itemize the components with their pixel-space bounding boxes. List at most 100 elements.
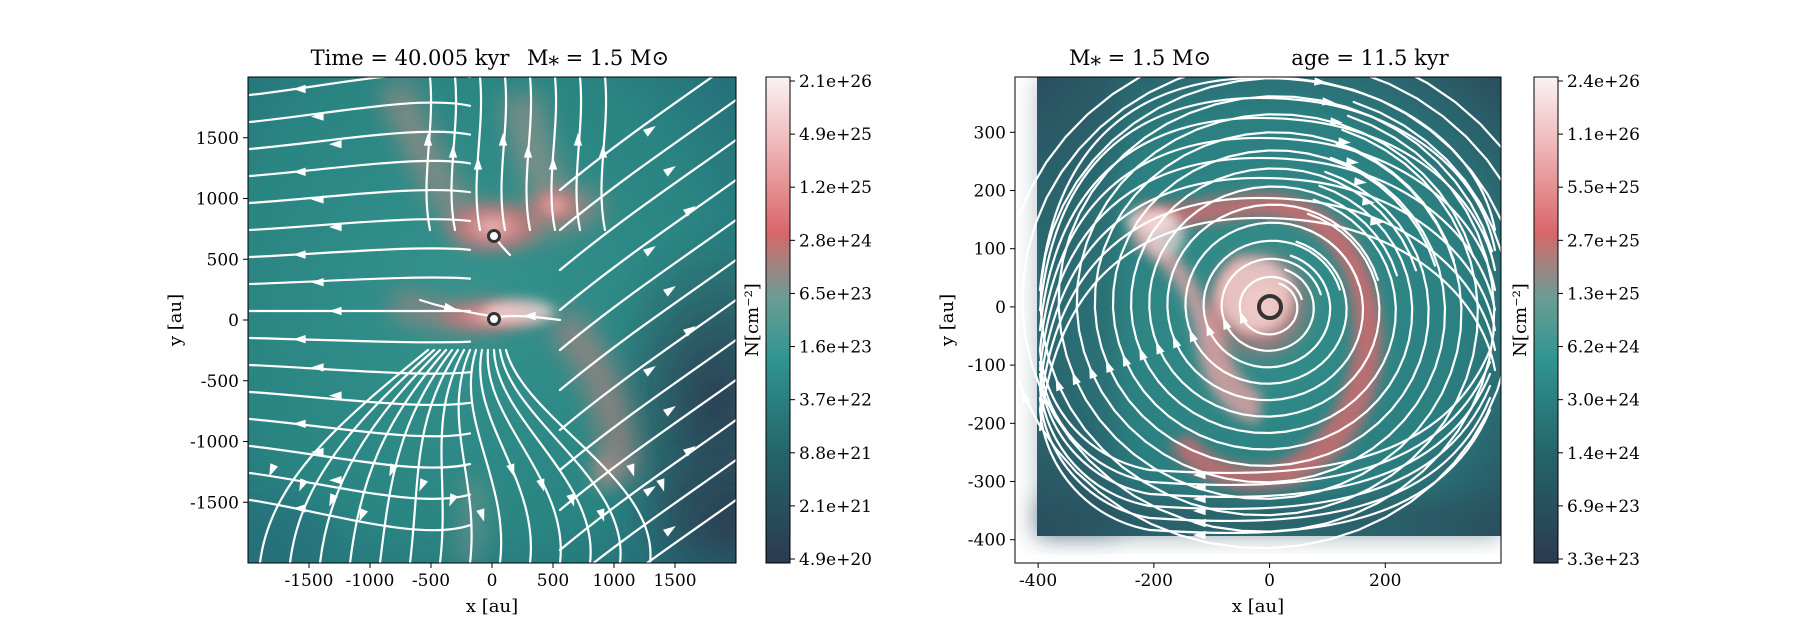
streamline xyxy=(248,130,472,151)
colorbar-tick-label: 6.5e+23 xyxy=(799,284,872,304)
colorbar-tick-label: 2.4e+26 xyxy=(1567,72,1640,92)
y-tick-label: 500 xyxy=(207,250,239,270)
panel-title-left: Time = 40.005 kyr xyxy=(311,46,511,70)
streamline xyxy=(425,77,433,232)
streamline-arrow xyxy=(311,278,324,287)
streamline-arrow xyxy=(329,222,342,232)
streamline xyxy=(475,77,483,232)
streamline xyxy=(1038,156,1497,372)
y-tick-label: -1000 xyxy=(190,433,239,453)
x-tick-label: -400 xyxy=(1019,571,1057,591)
streamline-arrow xyxy=(506,463,515,477)
streamline-arrow xyxy=(663,286,676,297)
y-axis-label-right: y [au] xyxy=(937,294,958,347)
streamline-arrow xyxy=(566,493,575,507)
streamline-arrow xyxy=(1193,530,1206,540)
colorbar-tick-label: 1.4e+24 xyxy=(1567,444,1640,464)
streamline-arrow xyxy=(329,140,342,149)
streamline xyxy=(1238,275,1303,336)
streamline-arrow xyxy=(1362,197,1375,206)
sink-marker xyxy=(487,229,501,243)
streamline xyxy=(558,378,736,512)
y-tick-label: 300 xyxy=(974,123,1006,143)
streamline-arrow xyxy=(269,463,279,477)
y-tick-label: 1500 xyxy=(196,129,239,149)
colorbar-label-left: N[cm⁻²] xyxy=(742,283,763,357)
streamline xyxy=(248,218,472,232)
streamline-arrow xyxy=(448,145,458,158)
streamlines-right xyxy=(1015,77,1501,550)
streamline-arrow xyxy=(626,463,635,477)
colorbar-tick-label: 1.6e+23 xyxy=(799,338,872,358)
streamline-arrow xyxy=(663,166,676,177)
x-tick-label: 200 xyxy=(1369,571,1401,591)
streamline xyxy=(1148,185,1398,418)
x-tick-label: -1500 xyxy=(284,571,333,591)
streamline xyxy=(248,276,472,286)
streamline-arrow xyxy=(293,419,306,428)
streamline-arrow xyxy=(548,157,558,170)
streamline-arrow xyxy=(443,302,457,311)
streamline xyxy=(575,77,583,232)
sink-marker xyxy=(487,312,501,326)
colorbar-right xyxy=(1533,76,1559,564)
colorbar-tick-label: 4.9e+25 xyxy=(799,125,872,145)
streamline-arrow xyxy=(1193,494,1206,504)
streamline xyxy=(558,98,736,232)
streamline-arrow xyxy=(663,406,676,417)
y-axis-label-left: y [au] xyxy=(165,294,186,347)
streamline-arrow xyxy=(359,508,369,522)
panel-subtitle-right: age = 11.5 kyr xyxy=(1291,46,1449,70)
streamline-arrow xyxy=(643,366,656,377)
streamline-arrow xyxy=(1370,217,1383,226)
colorbar-tick-label: 3.7e+22 xyxy=(799,391,872,411)
streamline-arrow xyxy=(1172,335,1182,349)
streamline xyxy=(558,418,736,552)
colorbar-tick-label: 8.8e+21 xyxy=(799,444,872,464)
streamline-arrow xyxy=(596,508,605,522)
streamline xyxy=(258,348,430,563)
streamline-arrow xyxy=(329,391,342,400)
streamline xyxy=(1075,113,1475,484)
colorbar-tick-label: 3.3e+23 xyxy=(1567,550,1640,570)
streamline xyxy=(408,348,460,563)
x-tick-label: -200 xyxy=(1135,571,1173,591)
streamline xyxy=(248,336,472,344)
streamline-arrow xyxy=(311,112,324,121)
streamline xyxy=(558,77,714,192)
y-tick-label: -100 xyxy=(968,356,1006,376)
colorbar-tick-label: 2.8e+24 xyxy=(799,231,872,251)
streamline xyxy=(1166,203,1379,402)
streamline-arrow xyxy=(573,133,583,146)
streamline-arrow xyxy=(663,526,676,537)
streamline-arrow xyxy=(1193,470,1206,480)
streamline-arrow xyxy=(329,306,342,316)
streamline-arrow xyxy=(1193,506,1206,516)
streamline-arrow xyxy=(1330,117,1343,126)
streamline xyxy=(469,348,503,563)
axis-ticks-left: -1500 -1000 -500 0 500 1000 1500 -1500 -1000 -500… xyxy=(190,129,697,591)
streamline xyxy=(248,101,472,124)
streamline xyxy=(591,458,736,563)
streamline xyxy=(1057,95,1494,500)
streamline-arrow xyxy=(329,476,342,485)
colorbar-tick-label: 1.2e+25 xyxy=(799,178,872,198)
streamline-arrow xyxy=(1105,359,1115,373)
streamline-arrow xyxy=(449,493,459,507)
streamline xyxy=(248,471,472,500)
x-tick-label: -1000 xyxy=(345,571,394,591)
colorbar-left xyxy=(765,76,791,564)
streamline-arrow xyxy=(523,311,536,321)
streamline-arrow xyxy=(1156,341,1165,355)
streamline-arrow xyxy=(299,478,309,492)
density-map-left xyxy=(248,77,736,563)
streamline xyxy=(248,363,472,375)
streamline-arrow xyxy=(311,195,324,204)
streamline xyxy=(438,348,466,563)
streamline-arrow xyxy=(1055,378,1065,392)
y-tick-label: 0 xyxy=(228,311,239,331)
y-tick-label: -500 xyxy=(201,372,239,392)
streamline xyxy=(1015,77,1501,550)
streamline xyxy=(1111,149,1437,451)
